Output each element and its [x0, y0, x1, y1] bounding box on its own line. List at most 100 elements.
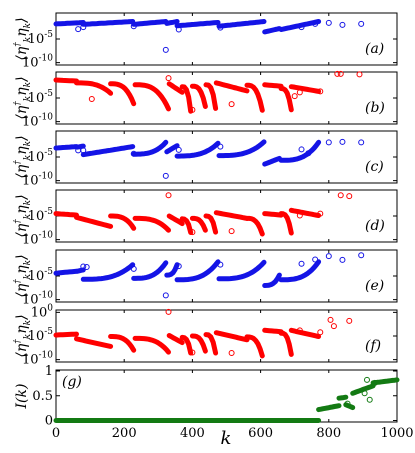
data-point [325, 139, 332, 146]
data-point [165, 192, 172, 199]
data-series-segment [262, 272, 282, 288]
data-series-segment [189, 83, 208, 109]
data-series-segment [132, 215, 171, 233]
data-point [291, 93, 298, 100]
data-point [296, 89, 303, 96]
panel-label: (e) [365, 278, 384, 294]
data-point [175, 146, 182, 153]
data-point [327, 316, 334, 323]
data-series-segment [53, 77, 79, 84]
data-point [358, 139, 365, 146]
data-series-segment [179, 334, 194, 356]
data-series-segment [53, 331, 79, 338]
y-tick-label: 10-10 [22, 113, 53, 130]
data-point [228, 228, 235, 235]
data-point [296, 212, 303, 219]
panel-d: 10-5 10-10⟨η†kηk⟩ (d) [13, 189, 398, 248]
data-series-segment [132, 82, 171, 112]
panel-label: (a) [365, 41, 384, 57]
data-point [83, 264, 90, 271]
data-point [298, 260, 305, 267]
data-series-segment [189, 333, 208, 354]
data-point [346, 317, 353, 324]
x-tick-label: 600 [248, 426, 273, 441]
y-tick-label: 10-10 [22, 54, 53, 71]
data-series-segment [278, 259, 322, 283]
data-point [80, 147, 87, 154]
data-point [130, 150, 137, 157]
data-series-segment [108, 81, 137, 107]
data-point [305, 150, 312, 157]
data-series-segment [174, 140, 221, 159]
data-series-segment [174, 20, 221, 29]
data-point [296, 327, 303, 334]
x-axis-label: k [221, 428, 232, 449]
data-point [88, 95, 95, 102]
data-series-segment [189, 215, 208, 233]
y-axis-label: I(k) [14, 384, 30, 410]
y-axis-label: ⟨η†kηk⟩ [13, 254, 33, 297]
data-point [363, 376, 370, 383]
panel-b: 10-5 10-10⟨η†kηk⟩ (b) [13, 70, 398, 130]
data-point [189, 349, 196, 356]
data-series-segment [53, 144, 79, 151]
data-series-segment [164, 19, 180, 26]
data-series-segment [288, 327, 322, 339]
data-series-segment [262, 82, 284, 89]
data-point [162, 172, 169, 179]
panel-g: 1 0.5 0 I(k) (g) [14, 364, 400, 429]
y-tick-label: 10-10 [22, 231, 53, 248]
data-point [75, 26, 82, 33]
data-series-segment [166, 333, 185, 346]
data-point [80, 24, 87, 31]
data-series-segment [80, 144, 136, 158]
data-point [358, 20, 365, 27]
data-point [356, 71, 363, 78]
data-series-segment [131, 19, 169, 27]
data-point [339, 138, 346, 145]
data-point [298, 146, 305, 153]
data-series-segment [80, 19, 136, 27]
data-series-segment [131, 260, 169, 281]
data-series-segment [166, 213, 185, 227]
panel-label: (b) [365, 100, 385, 116]
y-axis-label: ⟨η†kηk⟩ [13, 314, 33, 357]
data-series-segment [336, 394, 349, 401]
data-point [217, 143, 224, 150]
panel-label: (g) [62, 374, 82, 390]
data-point [228, 101, 235, 108]
data-series-segment [74, 214, 114, 229]
data-series-segment [132, 335, 171, 355]
data-point [358, 252, 365, 259]
y-tick-label: 0.5 [32, 389, 53, 404]
data-series-segment [262, 26, 282, 35]
data-point [346, 193, 353, 200]
data-series-segment [350, 383, 376, 396]
data-point [317, 88, 324, 95]
y-tick-label: 10-5 [28, 267, 54, 284]
data-series-segment [278, 330, 294, 357]
data-series-segment [244, 334, 265, 359]
data-point [361, 390, 368, 397]
data-series-segment [244, 215, 265, 237]
y-tick-label: 10-5 [28, 89, 54, 106]
data-point [317, 329, 324, 336]
data-series-segment [316, 403, 342, 413]
y-axis-label: ⟨η†kηk⟩ [13, 76, 33, 119]
x-tick-label: 1000 [380, 426, 413, 441]
data-series-segment [179, 216, 194, 235]
data-series-segment [288, 207, 322, 218]
data-point [165, 75, 172, 82]
data-point [312, 20, 319, 27]
panel-c: 10-5 10-10⟨η†kηk⟩ (c) [13, 130, 398, 189]
data-point [325, 253, 332, 260]
data-series-segment [53, 268, 79, 276]
y-tick-label: 10-5 [28, 30, 54, 47]
data-point [130, 265, 137, 272]
x-tick-label: 200 [112, 426, 137, 441]
x-tick-label: 800 [316, 426, 341, 441]
x-tick-label: 0 [52, 426, 60, 441]
data-point [312, 256, 319, 263]
data-series-segment [278, 211, 294, 236]
data-point [337, 70, 344, 77]
